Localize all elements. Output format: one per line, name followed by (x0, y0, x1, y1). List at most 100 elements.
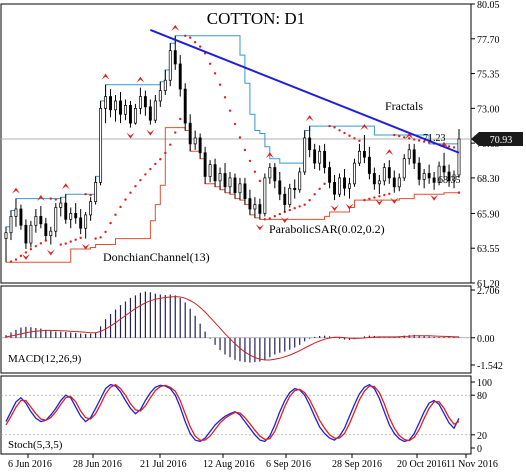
fractal-up-marker (11, 187, 20, 194)
sar-dot (328, 124, 331, 128)
sar-dot (288, 208, 291, 212)
sar-dot (313, 193, 316, 196)
candle-body (178, 63, 182, 90)
candle-body (263, 177, 267, 214)
donchian-lower-line (6, 127, 460, 263)
sar-dot (34, 244, 38, 248)
sar-dot (94, 237, 97, 240)
price-tick-label: 65.90 (477, 209, 500, 220)
candle-body (457, 138, 461, 176)
sar-dot (124, 198, 127, 201)
sar-dot (278, 212, 281, 216)
sar-dot (188, 36, 192, 39)
candle-body (228, 177, 232, 188)
sar-dot (9, 260, 13, 263)
fractal-up-marker (360, 123, 369, 130)
price-tick-label: 61.20 (477, 279, 500, 290)
candle-body (168, 50, 172, 81)
x-axis-date-label: 21 Jul 2016 (140, 459, 187, 470)
candle-body (238, 183, 242, 194)
sar-dot (378, 195, 381, 198)
candle-body (432, 177, 436, 183)
stoch-tick-label: 80 (477, 391, 487, 402)
sar-dot (452, 146, 456, 149)
candle-body (84, 214, 88, 229)
donchian-label: DonchianChannel(13) (103, 250, 210, 264)
fractal-up-marker (305, 115, 314, 122)
candle-body (377, 180, 381, 185)
sar-dot (74, 238, 77, 241)
price-tick-label: 77.70 (477, 35, 500, 46)
candle-body (298, 171, 302, 191)
fractals-label: Fractals (385, 99, 423, 113)
candle-body (248, 198, 252, 210)
sar-dot (408, 137, 411, 140)
price-tick-label: 80.05 (477, 0, 500, 11)
stoch-signal-line (5, 383, 460, 442)
candle-body (407, 149, 411, 160)
candle-body (243, 183, 247, 199)
candle-body (328, 167, 332, 183)
candle-body (422, 173, 426, 180)
sar-dot (44, 239, 48, 242)
candle-body (218, 173, 222, 182)
sar-dot (403, 136, 406, 139)
candle-body (387, 167, 391, 179)
sar-dot (348, 134, 351, 137)
candle-body (323, 150, 327, 168)
candle-body (143, 96, 147, 108)
level-label-upper: 71.23 (423, 133, 446, 144)
candle-body (19, 208, 23, 226)
candle-body (59, 202, 63, 208)
sar-dot (243, 148, 247, 152)
candle-body (258, 204, 262, 214)
sar-dot (412, 138, 416, 141)
sar-dot (218, 83, 222, 86)
candle-body (94, 182, 98, 202)
candle-body (89, 201, 93, 216)
sar-dot (308, 199, 311, 202)
price-tick-label: 73.00 (477, 104, 500, 115)
candle-body (338, 177, 341, 195)
candle-body (412, 149, 416, 164)
sar-dot (99, 236, 102, 239)
candle-body (69, 213, 73, 220)
sar-dot (164, 151, 167, 155)
candle-body (417, 162, 421, 180)
x-axis-date-label: 28 Sep 2016 (332, 459, 382, 470)
candle-body (273, 167, 277, 182)
sar-dot (129, 191, 132, 194)
sar-dot (179, 117, 182, 121)
chart-title: COTTON: D1 (207, 9, 305, 28)
sar-dot (318, 187, 321, 191)
candle-body (138, 96, 142, 109)
candle-body (49, 230, 53, 236)
candle-body (198, 137, 202, 154)
candle-body (34, 216, 38, 226)
sar-dot (258, 179, 262, 183)
fractal-up-marker (136, 76, 145, 83)
sar-dot (383, 193, 386, 197)
candle-body (308, 137, 312, 151)
sar-dot (343, 131, 346, 135)
candle-body (447, 171, 451, 182)
candle-body (208, 164, 212, 177)
sar-dot (398, 134, 401, 138)
sar-dot (213, 72, 217, 75)
fractal-down-marker (375, 199, 384, 206)
candle-body (158, 90, 162, 102)
candle-body (452, 174, 456, 182)
sar-dot (69, 240, 72, 243)
sar-dot (283, 210, 286, 214)
fractal-up-marker (265, 152, 274, 159)
fractal-up-marker (171, 24, 180, 31)
fractal-up-marker (385, 149, 394, 156)
sar-dot (114, 213, 117, 216)
macd-tick-label: 0.00 (477, 334, 495, 345)
candle-body (233, 177, 237, 194)
price-tick-label: 63.55 (477, 244, 500, 255)
candle-body (129, 105, 132, 124)
sar-dot (268, 217, 272, 220)
sar-dot (353, 137, 356, 140)
x-axis-date-label: 28 Jun 2016 (73, 459, 122, 470)
